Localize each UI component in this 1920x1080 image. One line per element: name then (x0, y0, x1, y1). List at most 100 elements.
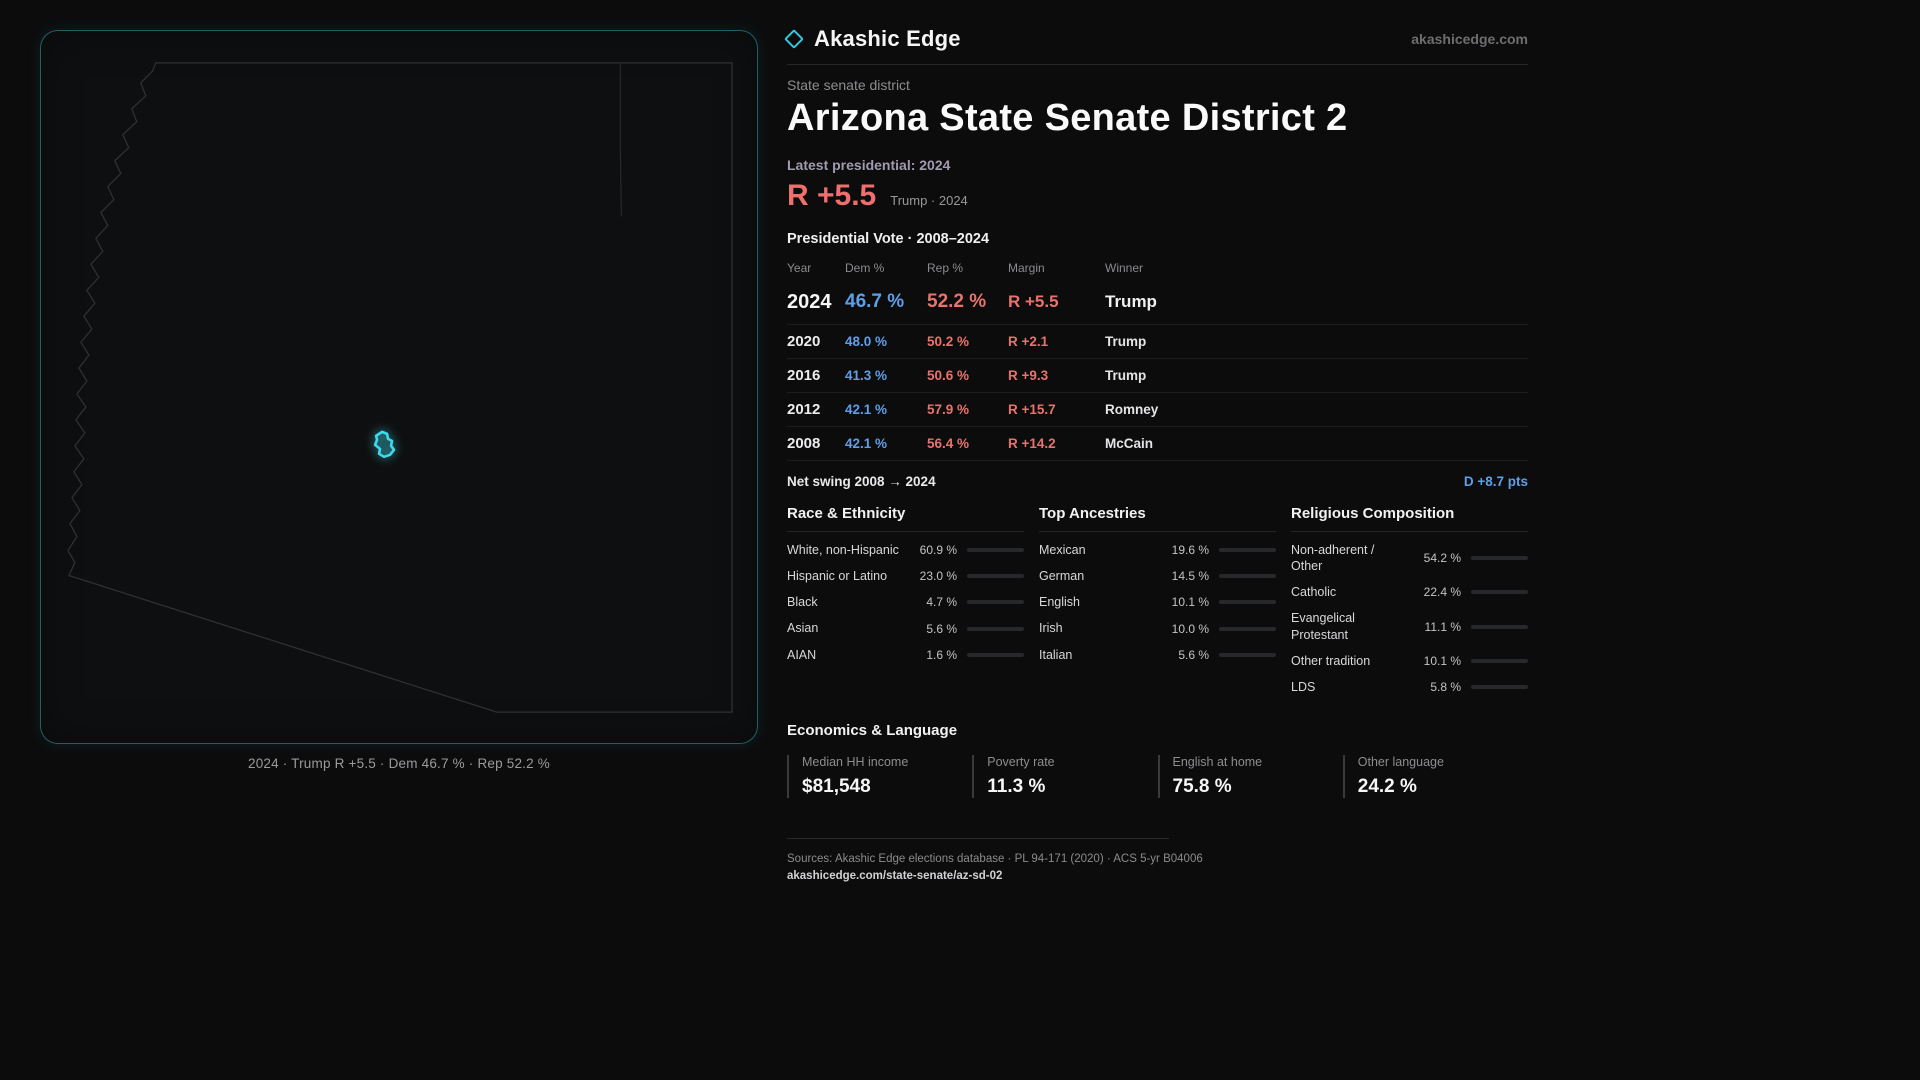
permalink[interactable]: akashicedge.com/state-senate/az-sd-02 (787, 870, 1003, 883)
district-2-highlight (373, 430, 396, 459)
economics-title: Economics & Language (787, 722, 958, 740)
item-bar (1471, 659, 1528, 664)
stat-value: 11.3 % (987, 776, 1046, 798)
list-item: Other tradition 10.1 % (1291, 648, 1528, 674)
item-bar (967, 626, 1024, 631)
list-item: LDS 5.8 % (1291, 674, 1528, 700)
cell-year: 2016 (787, 366, 821, 384)
cell-margin: R +2.1 (1008, 333, 1049, 349)
item-value: 10.1 % (1171, 595, 1209, 610)
map-caption: 2024 · Trump R +5.5 · Dem 46.7 % · Rep 5… (247, 756, 550, 771)
headline-margin-value: R +5.5 (787, 178, 877, 212)
item-bar (1219, 626, 1276, 631)
item-value: 10.1 % (1423, 654, 1461, 669)
item-value: 1.6 % (926, 647, 957, 662)
headline-margin-note: Trump · 2024 (890, 192, 968, 208)
item-value: 5.6 % (1178, 647, 1209, 662)
col-dem: Dem % (845, 260, 885, 275)
item-label: Asian (787, 621, 819, 636)
demographics-grid: Race & Ethnicity White, non-Hispanic 60.… (787, 505, 1528, 701)
list-item: German 14.5 % (1039, 563, 1276, 589)
item-bar (1219, 600, 1276, 605)
stat-value: 24.2 % (1357, 776, 1417, 798)
item-bar (967, 652, 1024, 657)
latest-presidential-label: Latest presidential: 2024 (787, 156, 951, 173)
cell-winner: Trump (1105, 333, 1147, 349)
cell-rep: 56.4 % (927, 435, 970, 451)
arizona-map (67, 62, 733, 713)
col-rep: Rep % (927, 260, 964, 275)
item-label: German (1039, 568, 1085, 583)
stat-median-hh-income: Median HH income $81,548 (787, 755, 972, 799)
brand-name: Akashic Edge (814, 26, 961, 51)
cell-rep: 57.9 % (927, 401, 970, 417)
district-map-panel (40, 30, 758, 744)
item-value: 5.6 % (926, 621, 957, 636)
item-value: 14.5 % (1171, 569, 1209, 584)
list-item: English 10.1 % (1039, 589, 1276, 615)
item-label: AIAN (787, 647, 817, 662)
list-item: Evangelical Protestant 11.1 % (1291, 605, 1528, 648)
item-label: English (1039, 595, 1080, 610)
item-bar (1471, 624, 1528, 629)
list-item: Irish 10.0 % (1039, 615, 1276, 641)
cell-year: 2024 (787, 290, 832, 313)
cell-rep: 52.2 % (927, 291, 987, 313)
cell-winner: Trump (1105, 292, 1157, 312)
stat-english-at-home: English at home 75.8 % (1157, 755, 1343, 799)
stat-label: Other language (1357, 755, 1444, 770)
item-label: Other tradition (1291, 653, 1371, 668)
stat-label: Poverty rate (987, 755, 1055, 770)
cell-dem: 48.0 % (845, 333, 888, 349)
col-year: Year (787, 260, 812, 275)
item-value: 19.6 % (1171, 542, 1209, 557)
item-bar (1219, 547, 1276, 552)
item-bar (1219, 652, 1276, 657)
stat-label: English at home (1172, 755, 1263, 770)
net-swing-row: Net swing 2008 → 2024 D +8.7 pts (787, 461, 1528, 489)
ancestries-section: Top Ancestries Mexican 19.6 % German 14.… (1039, 505, 1276, 701)
headline-margin: R +5.5 Trump · 2024 (787, 179, 1528, 213)
county-boundary-line (619, 62, 622, 217)
item-value: 5.8 % (1430, 680, 1461, 695)
list-item: Catholic 22.4 % (1291, 579, 1528, 605)
brand-site-link[interactable]: akashicedge.com (1411, 31, 1528, 47)
cell-year: 2008 (787, 434, 821, 452)
cell-winner: McCain (1105, 435, 1154, 451)
item-label: Catholic (1291, 585, 1337, 600)
item-label: Evangelical Protestant (1291, 611, 1355, 642)
cell-winner: Romney (1105, 401, 1159, 417)
cell-dem: 46.7 % (845, 291, 905, 313)
col-margin: Margin (1008, 260, 1045, 275)
cell-margin: R +14.2 (1008, 435, 1056, 451)
stat-label: Median HH income (802, 755, 909, 770)
cell-margin: R +5.5 (1008, 292, 1059, 312)
cell-rep: 50.2 % (927, 333, 970, 349)
section-title: Religious Composition (1291, 505, 1528, 532)
list-item: Non-adherent / Other 54.2 % (1291, 537, 1528, 580)
item-value: 4.7 % (926, 595, 957, 610)
cell-dem: 42.1 % (845, 401, 888, 417)
stat-value: $81,548 (802, 776, 871, 798)
item-bar (967, 547, 1024, 552)
content-panel: Akashic Edge akashicedge.com State senat… (784, 26, 1528, 883)
table-row: 2016 41.3 % 50.6 % R +9.3 Trump (787, 359, 1528, 393)
list-item: Asian 5.6 % (787, 615, 1024, 641)
list-item: Black 4.7 % (787, 589, 1024, 615)
item-label: Mexican (1039, 542, 1086, 557)
table-row: 2012 42.1 % 57.9 % R +15.7 Romney (787, 393, 1528, 427)
item-bar (1471, 555, 1528, 560)
economics-stats: Median HH income $81,548 Poverty rate 11… (787, 755, 1528, 799)
list-item: AIAN 1.6 % (787, 642, 1024, 668)
kicker: State senate district (787, 77, 910, 93)
item-label: Italian (1039, 647, 1073, 662)
col-winner: Winner (1105, 260, 1144, 275)
item-bar (1219, 574, 1276, 579)
stat-poverty-rate: Poverty rate 11.3 % (972, 755, 1157, 799)
vote-table: Year Dem % Rep % Margin Winner 2024 46.7… (787, 255, 1528, 461)
item-value: 23.0 % (919, 569, 957, 584)
cell-rep: 50.6 % (927, 367, 970, 383)
item-label: LDS (1291, 680, 1316, 695)
item-value: 11.1 % (1424, 619, 1461, 634)
